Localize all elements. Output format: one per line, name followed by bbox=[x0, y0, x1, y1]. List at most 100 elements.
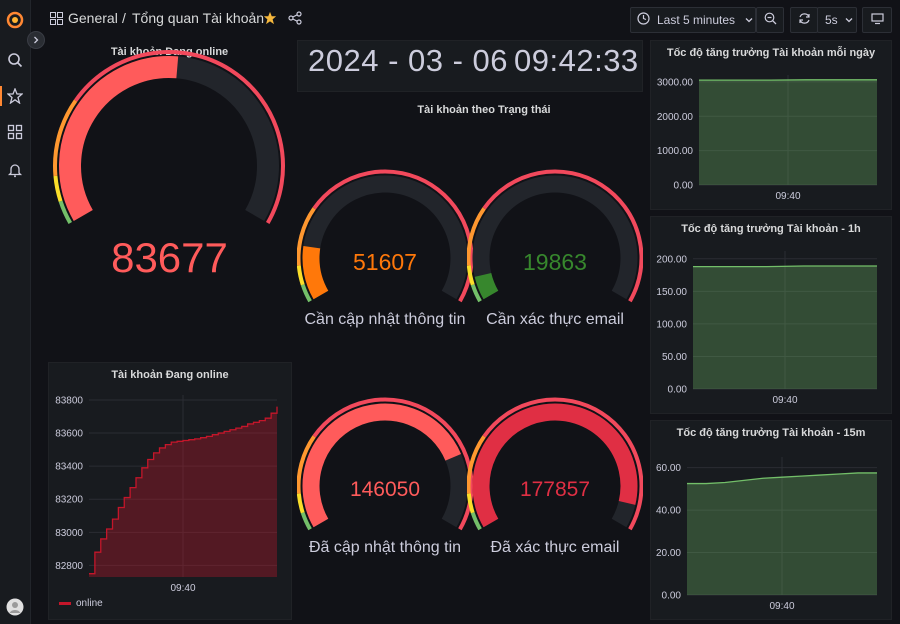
threshold-band-1 bbox=[467, 265, 475, 286]
threshold-band-3 bbox=[73, 50, 285, 224]
chevron-down-icon bbox=[845, 13, 853, 27]
gauge-label: Đã cập nhật thông tin bbox=[308, 539, 462, 556]
y-tick-label: 82800 bbox=[55, 561, 83, 572]
refresh-icon bbox=[798, 12, 811, 28]
y-tick-label: 20.00 bbox=[656, 548, 681, 559]
threshold-band-0 bbox=[300, 284, 312, 303]
clock-panel: 2024 - 03 - 06 09:42:33 bbox=[297, 40, 643, 92]
gauge-track bbox=[472, 175, 638, 300]
y-tick-label: 83200 bbox=[55, 495, 83, 506]
y-tick-label: 0.00 bbox=[674, 181, 694, 192]
panel-title: Tốc độ tăng trưởng Tài khoản mỗi ngày bbox=[666, 47, 876, 59]
gauge-value: 51607 bbox=[353, 249, 417, 275]
hourly-growth-panel: Tốc độ tăng trưởng Tài khoản - 1h 0.00 50… bbox=[650, 216, 892, 414]
gauge-value: 146050 bbox=[349, 478, 421, 501]
threshold-band-1 bbox=[297, 265, 305, 286]
gauge-value: 19863 bbox=[523, 249, 587, 275]
y-tick-label: 0.00 bbox=[668, 385, 688, 396]
gauge-label: Cần cập nhật thông tin bbox=[304, 311, 466, 328]
threshold-band-1 bbox=[297, 493, 305, 514]
online-timeseries-panel: Tài khoản Đang online 82800 83000 83200 834… bbox=[48, 362, 292, 620]
search-icon[interactable] bbox=[5, 50, 25, 70]
threshold-band-2 bbox=[297, 207, 316, 266]
refresh-button[interactable] bbox=[790, 7, 818, 33]
legend-swatch bbox=[59, 602, 71, 605]
y-tick-label: 0.00 bbox=[662, 591, 682, 602]
online-chart: 82800 83000 83200 83400 83600 83800 09:40 bbox=[55, 395, 278, 594]
clock-icon bbox=[637, 12, 650, 28]
alerting-bell-icon[interactable] bbox=[5, 160, 25, 180]
zoom-out-button[interactable] bbox=[756, 7, 784, 33]
refresh-interval-label: 5s bbox=[825, 13, 838, 27]
series-area bbox=[699, 79, 877, 185]
clock-date: 2024 - 03 - 06 bbox=[308, 43, 509, 78]
threshold-band-3 bbox=[312, 397, 473, 531]
panel-title: Tốc độ tăng trưởng Tài khoản - 15m bbox=[676, 427, 866, 439]
threshold-band-3 bbox=[312, 169, 473, 303]
hourly-growth-chart: 0.00 50.00 100.00 150.00 200.00 09:40 bbox=[656, 251, 877, 406]
y-tick-label: 3000.00 bbox=[657, 77, 694, 88]
threshold-band-2 bbox=[467, 207, 486, 266]
breadcrumb-folder[interactable]: General bbox=[68, 10, 118, 26]
y-tick-label: 60.00 bbox=[656, 463, 681, 474]
gauge-panel-updated: 146050 Đã cập nhật thông tin bbox=[297, 388, 473, 578]
refresh-interval-picker[interactable]: 5s bbox=[817, 7, 857, 33]
daily-growth-panel: Tốc độ tăng trưởng Tài khoản mỗi ngày 0.… bbox=[650, 40, 892, 210]
threshold-band-3 bbox=[482, 169, 643, 303]
gauge-label: Cần xác thực email bbox=[486, 311, 624, 328]
series-line bbox=[687, 472, 877, 485]
dashboard-title[interactable]: Tổng quan Tài khoản bbox=[132, 10, 265, 26]
x-tick-label: 09:40 bbox=[775, 191, 800, 202]
y-tick-label: 200.00 bbox=[656, 254, 687, 265]
dashboards-icon[interactable] bbox=[5, 122, 25, 142]
gauge-fill bbox=[472, 403, 638, 528]
gauge-track bbox=[302, 175, 468, 300]
time-range-picker[interactable]: Last 5 minutes bbox=[630, 7, 756, 33]
sidebar-expand-button[interactable] bbox=[27, 31, 45, 49]
grafana-logo-icon[interactable] bbox=[5, 10, 25, 30]
top-bar: General / Tổng quan Tài khoản Last 5 min… bbox=[30, 0, 900, 38]
starred-icon[interactable] bbox=[5, 86, 25, 106]
threshold-band-2 bbox=[53, 99, 78, 177]
y-tick-label: 2000.00 bbox=[657, 112, 694, 123]
threshold-band-1 bbox=[467, 493, 475, 514]
status-section-title: Tài khoản theo Trạng thái bbox=[417, 104, 551, 116]
chart-legend[interactable]: online bbox=[59, 598, 103, 609]
share-icon[interactable] bbox=[288, 11, 302, 30]
threshold-band-1 bbox=[53, 175, 63, 202]
y-tick-label: 50.00 bbox=[662, 352, 687, 363]
gauge-fill bbox=[474, 272, 499, 300]
threshold-band-0 bbox=[58, 200, 73, 224]
breadcrumb-separator: / bbox=[122, 10, 126, 26]
legend-label: online bbox=[76, 598, 103, 609]
tv-mode-button[interactable] bbox=[862, 7, 892, 33]
star-icon[interactable] bbox=[263, 11, 277, 30]
y-tick-label: 83400 bbox=[55, 462, 83, 473]
y-tick-label: 83600 bbox=[55, 429, 83, 440]
daily-growth-chart: 0.00 1000.00 2000.00 3000.00 09:40 bbox=[657, 75, 877, 202]
gauge-fill bbox=[302, 245, 329, 300]
series-line bbox=[89, 406, 278, 575]
gauge-online bbox=[53, 50, 285, 224]
monitor-icon bbox=[870, 12, 884, 28]
gauge-fill bbox=[59, 56, 179, 221]
y-tick-label: 150.00 bbox=[656, 287, 687, 298]
series-line bbox=[693, 265, 877, 268]
y-tick-label: 40.00 bbox=[656, 506, 681, 517]
gauge-panel-need-verify: 19863 Cần xác thực email bbox=[467, 160, 643, 350]
x-tick-label: 09:40 bbox=[769, 601, 794, 612]
gauge-panel-verified: 177857 Đã xác thực email bbox=[467, 388, 643, 578]
gauge-value: 83677 bbox=[111, 234, 228, 281]
threshold-band-2 bbox=[467, 435, 486, 494]
gauge-panel-online: Tài khoản Đang online 83677 bbox=[48, 40, 291, 350]
y-tick-label: 83000 bbox=[55, 528, 83, 539]
threshold-band-0 bbox=[300, 512, 312, 531]
15m-growth-chart: 0.00 20.00 40.00 60.00 09:40 bbox=[656, 457, 877, 612]
gauge-value: 177857 bbox=[519, 478, 591, 501]
x-tick-label: 09:40 bbox=[170, 583, 195, 594]
series-area bbox=[89, 406, 277, 577]
user-avatar-icon[interactable] bbox=[5, 597, 25, 617]
y-tick-label: 83800 bbox=[55, 395, 83, 406]
dashboard-grid-icon bbox=[50, 12, 63, 30]
gauge-panel-need-update: 51607 Cần cập nhật thông tin bbox=[297, 160, 473, 350]
